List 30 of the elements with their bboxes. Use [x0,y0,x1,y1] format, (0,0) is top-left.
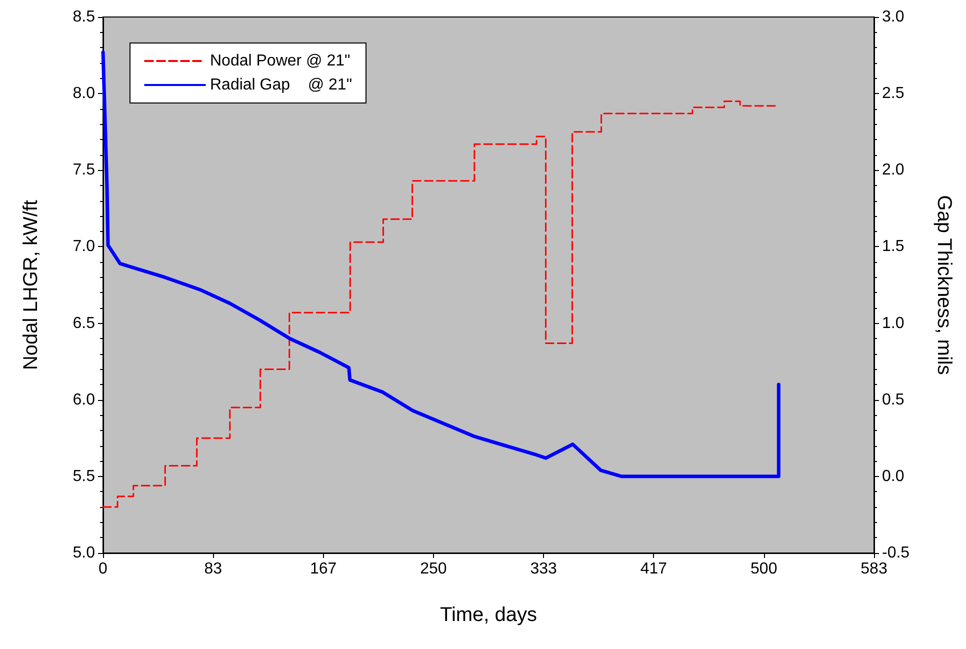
y2-tick-label: 2.5 [882,85,904,102]
y-tick-label: 6.0 [72,391,96,408]
legend-label: Nodal Power @ 21" [210,52,350,70]
x-tick-label: 583 [860,560,888,578]
y-tick-label: 6.5 [72,314,96,332]
y-tick-label: 8.0 [72,85,96,102]
y2-tick-label: -0.5 [882,544,910,562]
x-tick-label: 417 [640,560,668,578]
y2-tick-label: 0.0 [882,468,904,485]
y2-tick-label: 2.0 [882,162,904,179]
y-tick-label: 5.0 [72,544,96,562]
x-tick-label: 250 [420,560,447,578]
y2-tick-label: 1.5 [882,238,904,256]
y-tick-label: 7.0 [72,238,96,256]
x-tick-label: 167 [310,560,337,578]
x-tick-label: 0 [98,560,108,578]
x-tick-label: 333 [530,560,558,578]
y-axis-title: Nodal LHGR, kW/ft [20,200,42,370]
x-tick-label: 500 [750,560,778,578]
line-series [101,50,780,478]
y-tick-label: 8.5 [72,8,96,26]
y2-tick-label: 1.0 [882,314,904,332]
y-tick-label: 7.5 [72,162,96,179]
y2-tick-label: 3.0 [882,8,904,26]
y-tick-label: 5.5 [72,468,96,485]
x-axis-title: Time, days [440,604,538,626]
x-tick-label: 83 [204,560,222,578]
y2-axis-title: Gap Thickness, mils [933,195,955,375]
legend-label: Radial Gap @ 21" [210,76,352,94]
y2-tick-label: 0.5 [882,391,904,408]
